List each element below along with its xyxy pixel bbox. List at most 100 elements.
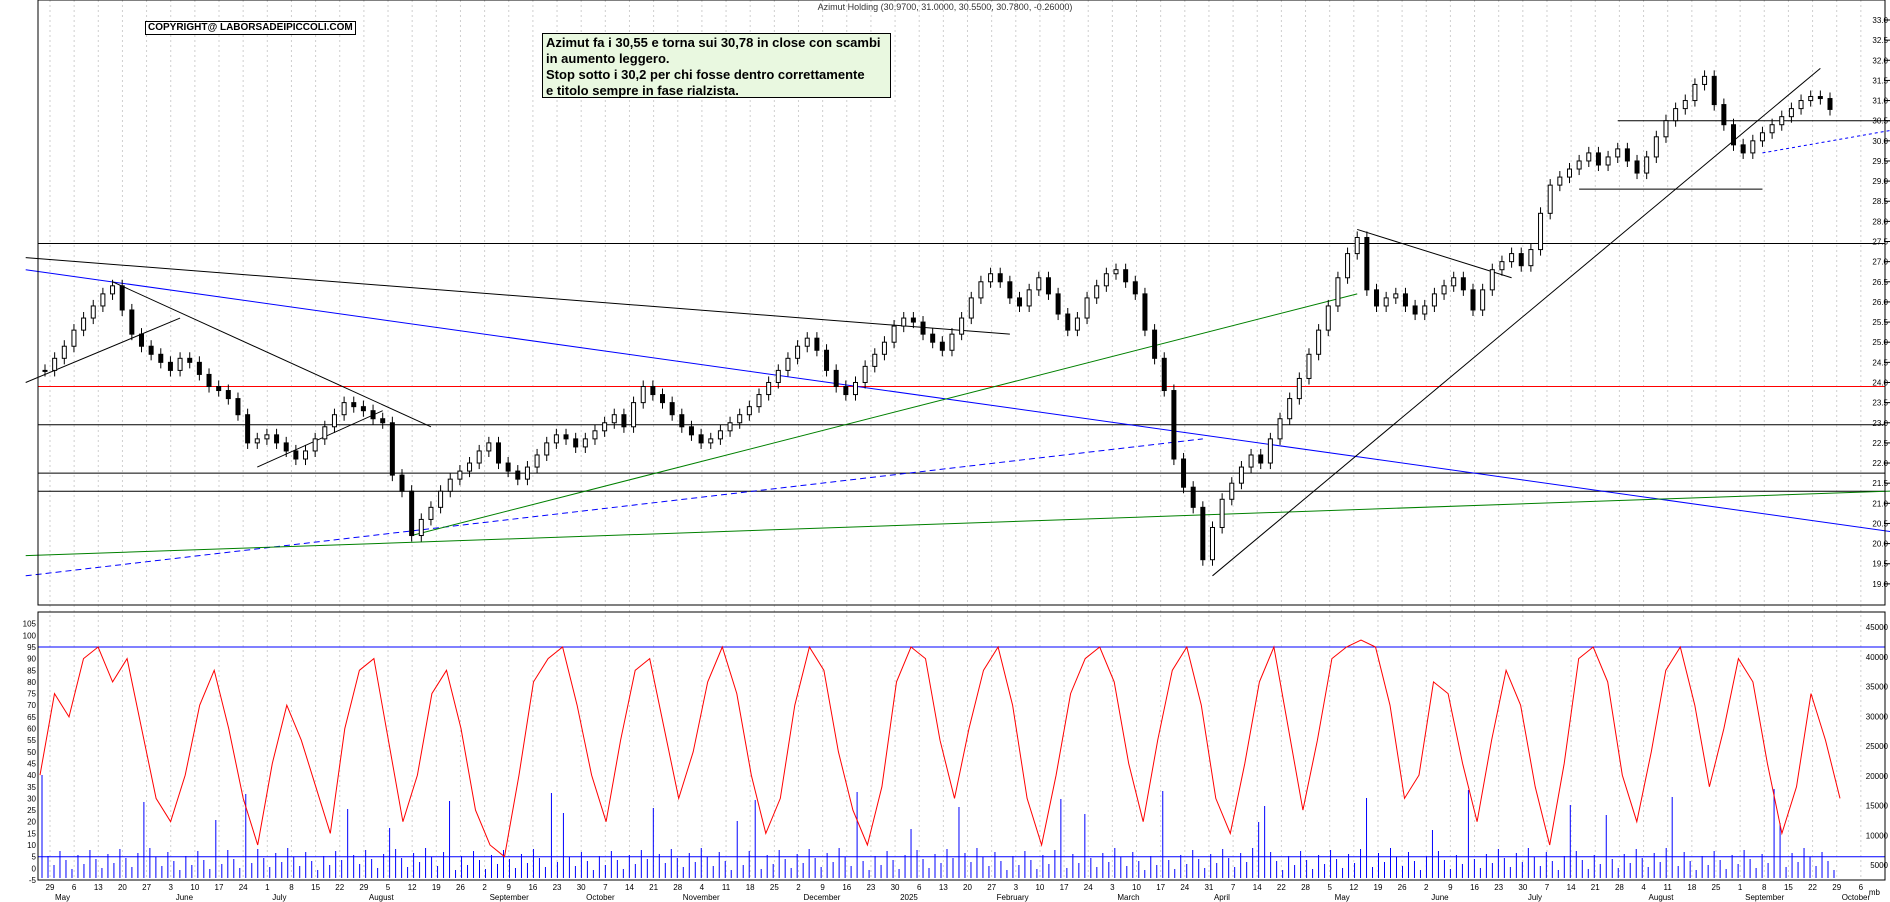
candle-body (216, 386, 222, 392)
candle-body (409, 490, 415, 537)
osc-tick-label: 10 (27, 841, 36, 850)
price-tick-label: 33.0 (1872, 16, 1888, 25)
x-day-label: 20 (963, 883, 972, 892)
candle-body (1036, 277, 1042, 291)
candle-body (1499, 261, 1505, 271)
price-tick-label: 29.5 (1872, 157, 1888, 166)
candle-body (61, 345, 67, 359)
x-day-label: 9 (1448, 883, 1453, 892)
x-day-label: 7 (1545, 883, 1550, 892)
candle-body (1306, 353, 1312, 379)
x-day-label: 5 (386, 883, 391, 892)
candle-body (1808, 96, 1814, 102)
candle-body (1827, 98, 1833, 110)
candle-body (254, 438, 260, 444)
candle-body (1489, 269, 1495, 291)
x-day-label: 6 (1859, 883, 1864, 892)
candle-body (1721, 104, 1727, 126)
osc-tick-label: 30 (27, 794, 36, 803)
x-day-label: 4 (1641, 883, 1646, 892)
price-tick-label: 25.0 (1872, 338, 1888, 347)
candle-body (129, 309, 135, 335)
price-tick-label: 26.0 (1872, 298, 1888, 307)
candle-body (119, 285, 125, 311)
blue-trend-line (25, 269, 1890, 533)
candle-body (650, 386, 656, 396)
x-day-label: 30 (1518, 883, 1527, 892)
x-day-label: 1 (265, 883, 270, 892)
oscillator-panel (38, 639, 1885, 878)
x-month-label: April (1214, 893, 1230, 902)
candle-body (582, 438, 588, 448)
candle-body (264, 434, 270, 440)
x-month-label: October (586, 893, 615, 902)
candle-body (1277, 418, 1283, 440)
chart-title: Azimut Holding (30.9700, 31.0000, 30.550… (818, 2, 1073, 12)
x-day-label: 3 (1014, 883, 1019, 892)
candle-body (341, 402, 347, 416)
price-tick-label: 24.0 (1872, 378, 1888, 387)
x-day-label: 14 (1567, 883, 1576, 892)
candle-body (1605, 156, 1611, 166)
x-day-label: 28 (1301, 883, 1310, 892)
x-day-label: 14 (1253, 883, 1262, 892)
candle-body (322, 426, 328, 440)
price-tick-label: 30.5 (1872, 117, 1888, 126)
candle-body (544, 442, 550, 456)
price-tick-label: 26.5 (1872, 278, 1888, 287)
candle-body (1750, 140, 1756, 154)
candle-body (746, 406, 752, 416)
candle-body (293, 450, 299, 460)
x-day-label: 12 (408, 883, 417, 892)
black-rally-trend (1212, 67, 1821, 577)
x-day-label: 27 (142, 883, 151, 892)
price-tick-label: 28.5 (1872, 197, 1888, 206)
trend-lines (25, 67, 1890, 577)
osc-tick-label: -5 (29, 876, 37, 885)
green-trend-short (411, 293, 1358, 537)
candle-body (1171, 390, 1177, 460)
osc-tick-label: 85 (27, 666, 36, 675)
candle-body (1258, 454, 1264, 464)
candle-body (1547, 184, 1553, 214)
osc-tick-label: 40 (27, 771, 36, 780)
x-day-label: 28 (673, 883, 682, 892)
candle-body (1711, 75, 1717, 106)
candle-body (1788, 108, 1794, 118)
osc-tick-label: 95 (27, 643, 36, 652)
price-tick-label: 29.0 (1872, 177, 1888, 186)
x-day-label: 13 (939, 883, 948, 892)
x-month-label: June (176, 893, 194, 902)
candle-body (1740, 144, 1746, 154)
candle-body (881, 341, 887, 355)
candle-body (1538, 212, 1544, 251)
x-day-label: 12 (1349, 883, 1358, 892)
candle-body (90, 305, 96, 319)
x-day-label: 3 (1110, 883, 1115, 892)
candle-body (727, 422, 733, 432)
candle-body (1731, 124, 1737, 146)
x-day-label: 24 (1084, 883, 1093, 892)
x-month-label: June (1431, 893, 1449, 902)
osc-tick-label: 15 (27, 829, 36, 838)
osc-tick-label: 70 (27, 701, 36, 710)
price-tick-label: 21.0 (1872, 499, 1888, 508)
x-day-label: 10 (190, 883, 199, 892)
candle-body (148, 345, 154, 355)
candle-body (1663, 120, 1669, 138)
x-month-label: July (272, 893, 286, 902)
osc-tick-label: 20 (27, 818, 36, 827)
candle-body (737, 414, 743, 424)
candle-body (505, 462, 511, 472)
black-short-trend (112, 281, 432, 428)
candle-body (573, 438, 579, 448)
candle-body (1142, 293, 1148, 331)
candle-body (495, 442, 501, 464)
candle-body (245, 414, 251, 444)
x-day-label: 23 (1494, 883, 1503, 892)
candle-body (1634, 160, 1640, 174)
x-day-label: 13 (94, 883, 103, 892)
x-day-label: 22 (335, 883, 344, 892)
candle-body (1393, 293, 1399, 299)
x-day-label: 9 (820, 883, 825, 892)
